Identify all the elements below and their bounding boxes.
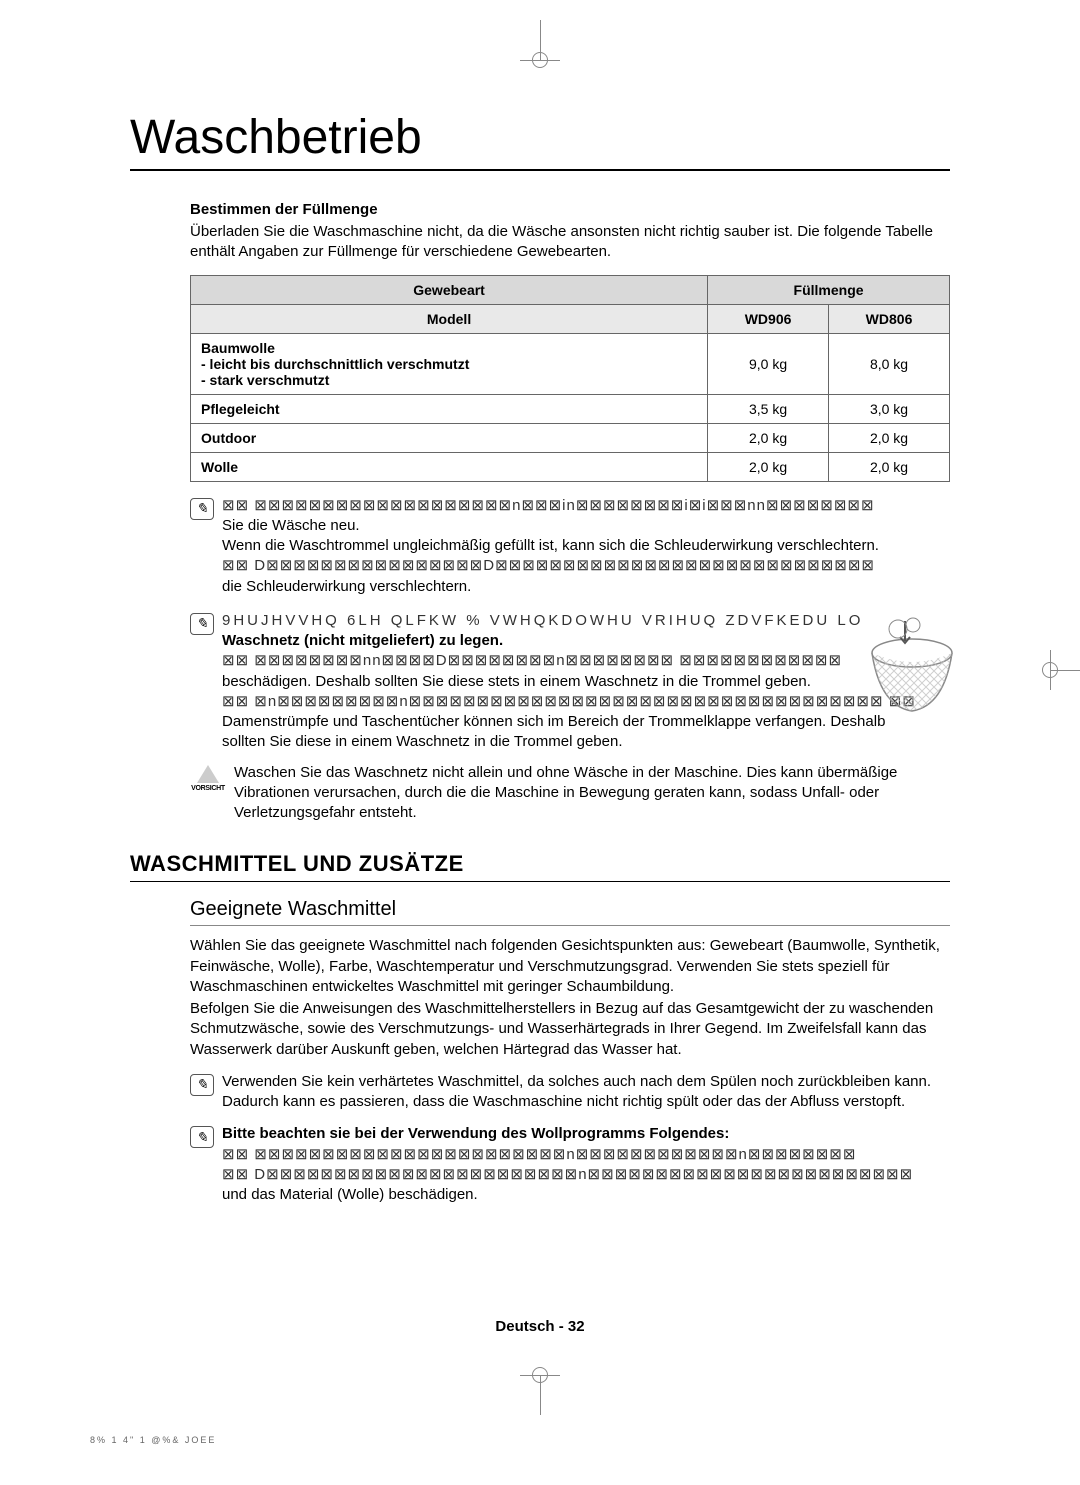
- th-load: Füllmenge: [708, 275, 950, 304]
- th-fabric: Gewebeart: [191, 275, 708, 304]
- table-row: Outdoor 2,0 kg 2,0 kg: [191, 423, 950, 452]
- caution-text: Waschen Sie das Waschnetz nicht allein u…: [234, 763, 950, 824]
- wash-net-illustration: [850, 611, 960, 721]
- detergent-p1: Wählen Sie das geeignete Waschmittel nac…: [190, 936, 950, 997]
- note-body-3: Verwenden Sie kein verhärtetes Waschmitt…: [222, 1072, 950, 1113]
- crop-mark-top: [510, 30, 570, 90]
- th-model-a: WD906: [708, 304, 829, 333]
- section-detergent-sub: Geeignete Waschmittel: [190, 898, 950, 926]
- note-body-1: ⊠⊠ ⊠⊠⊠⊠⊠⊠⊠⊠⊠⊠⊠⊠⊠⊠⊠⊠⊠⊠⊠n⊠⊠⊠in⊠⊠⊠⊠⊠⊠⊠⊠i⊠i⊠…: [222, 496, 950, 597]
- table-row: Wolle 2,0 kg 2,0 kg: [191, 452, 950, 481]
- th-model: Modell: [191, 304, 708, 333]
- table-row: Baumwolle - leicht bis durchschnittlich …: [191, 333, 950, 394]
- crop-mark-bottom: [510, 1345, 570, 1405]
- fill-heading: Bestimmen der Füllmenge: [190, 201, 950, 218]
- note-body-4: Bitte beachten sie bei der Verwendung de…: [222, 1124, 950, 1205]
- page-title: Waschbetrieb: [130, 110, 950, 171]
- fill-table: Gewebeart Füllmenge Modell WD906 WD806 B…: [190, 275, 950, 482]
- detergent-p2: Befolgen Sie die Anweisungen des Waschmi…: [190, 999, 950, 1060]
- note-icon: ✎: [190, 498, 214, 520]
- note-icon: ✎: [190, 1074, 214, 1096]
- fill-intro: Überladen Sie die Waschmaschine nicht, d…: [190, 222, 950, 263]
- page-footer: Deutsch - 32: [0, 1318, 1080, 1335]
- crop-mark-right: [1020, 640, 1080, 700]
- table-row: Pflegeleicht 3,5 kg 3,0 kg: [191, 394, 950, 423]
- th-model-b: WD806: [829, 304, 950, 333]
- note-icon: ✎: [190, 613, 214, 635]
- footer-small-text: 8% 1 4" 1 @%& JOEE: [90, 1435, 216, 1445]
- caution-icon: VORSICHT: [190, 765, 226, 792]
- note-icon: ✎: [190, 1126, 214, 1148]
- section-detergent-heading: WASCHMITTEL UND ZUSÄTZE: [130, 851, 950, 882]
